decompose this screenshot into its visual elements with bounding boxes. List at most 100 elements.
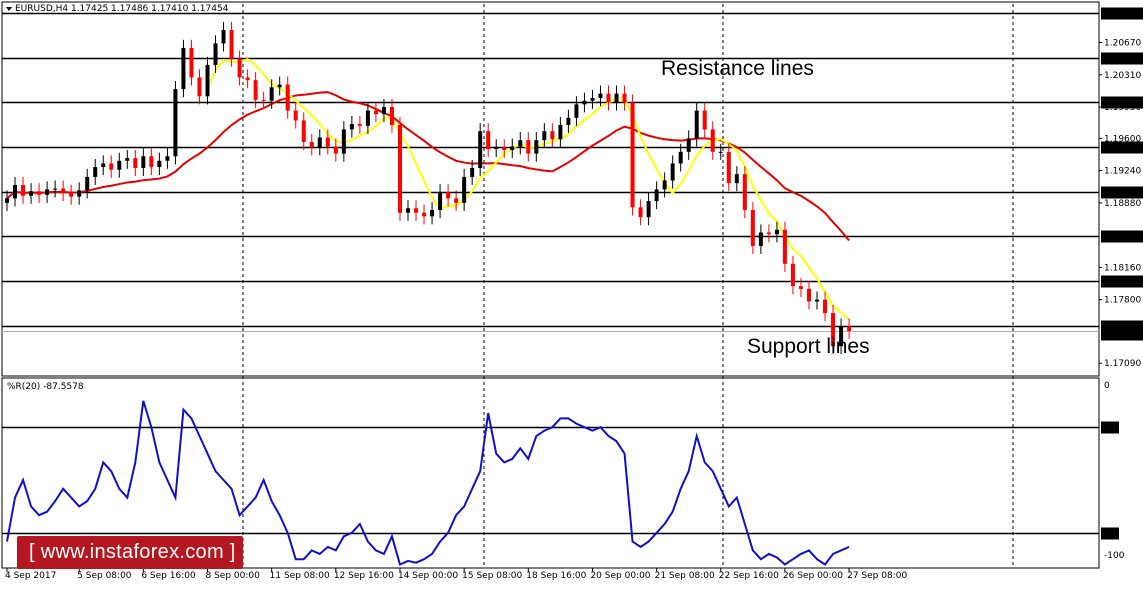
time-tick-label: 11 Sep 08:00 [270,571,330,581]
candle-body [93,167,98,177]
candle-body [758,232,763,246]
candle-body [670,163,675,181]
price-tick-label: 1.17090 [1104,359,1141,369]
indicator-level-label: -80 [1103,530,1118,540]
horizontal-levels[interactable]: 1.20998 1.20499 1.20003 1.19500 1.19005 1.185… [2,7,1143,342]
candle-body [397,124,402,213]
candle-body [462,176,467,203]
time-tick-label: 12 Sep 16:00 [334,571,394,581]
candle-body [253,80,258,100]
candle-body [807,288,811,302]
indicator-level-label: -20 [1103,424,1118,434]
level-label: 1.18007 [1103,278,1140,288]
candle-body [454,198,459,203]
candle-body [654,189,659,202]
candle-body [710,129,715,152]
price-axis: 1.20670 1.20310 1.19950 1.19600 1.19240 1.188… [1099,39,1141,369]
candle-body [734,174,739,184]
candle-body [213,43,218,65]
time-tick-label: 22 Sep 16:00 [719,571,779,581]
candle-body [229,29,234,59]
candle-body [21,184,26,196]
price-tick-label: 1.20670 [1104,39,1141,49]
candle-body [486,131,491,150]
time-tick-label: 27 Sep 08:00 [847,571,907,581]
candle-body [622,93,627,103]
vertical-grid [242,4,1014,568]
candle-body [29,191,34,196]
watermark-text: [ www.instaforex.com ] [29,541,236,563]
candle-body [606,93,611,103]
candle-body [77,190,82,197]
candle-body [718,151,723,153]
candle-body [165,156,170,161]
candles [5,21,852,355]
price-tick-label: 1.19600 [1104,134,1141,144]
candle-body [53,188,58,190]
candle-body [470,167,475,177]
watermark-logo[interactable]: [ www.instaforex.com ] [17,536,243,569]
triangle-down-icon[interactable] [6,7,12,11]
candle-body [141,156,146,168]
candle-body [245,77,250,81]
time-tick-label: 4 Sep 2017 [5,571,56,581]
symbol-header: EURUSD,H4 1.17425 1.17486 1.17410 1.1745… [15,4,229,14]
candle-body [790,263,795,287]
level-tag [1101,230,1143,243]
candle-body [550,131,555,140]
time-tick-label: 5 Sep 08:00 [77,571,132,581]
candle-body [823,299,828,314]
candle-body [181,47,186,90]
candle-body [269,87,274,101]
candle-body [317,137,322,148]
candle-body [285,84,290,111]
candle-body [686,138,691,152]
candle-body [357,124,362,126]
candle-body [590,98,595,101]
candle-body [133,158,138,168]
candle-body [365,110,370,126]
time-axis: 4 Sep 2017 5 Sep 08:00 6 Sep 16:00 8 Sep 00… [5,568,907,581]
candle-body [349,124,354,130]
candle-body [798,286,803,289]
candle-body [478,131,483,168]
candle-body [389,107,394,125]
time-tick-label: 18 Sep 16:00 [526,571,586,581]
time-tick-label: 20 Sep 00:00 [590,571,650,581]
candle-body [173,89,178,157]
time-tick-label: 6 Sep 16:00 [141,571,196,581]
price-pane[interactable] [1,1,1100,377]
candle-body [37,191,42,195]
candle-body [558,124,563,140]
candle-body [430,210,435,217]
price-tick-label: 1.18160 [1104,263,1141,273]
candle-body [189,47,194,78]
candle-body [125,158,130,161]
candle-body [702,110,707,130]
candle-body [646,201,651,218]
candle-body [381,107,386,115]
candle-body [301,120,306,142]
level-tag [1101,141,1143,154]
indicator-pane[interactable] [1,377,1100,569]
candle-body [5,198,9,203]
candle-body [782,229,787,264]
candle-body [69,193,74,197]
level-label: 1.20003 [1103,99,1140,109]
candle-body [518,140,523,147]
price-tick-label: 1.18880 [1104,199,1141,209]
candle-body [446,192,451,199]
candle-body [502,147,507,151]
candle-body [205,64,210,97]
level-label: 1.20998 [1103,10,1140,20]
indicator-title: %R(20) -87.5578 [7,382,84,392]
candle-body [117,160,122,170]
level-tag [1101,186,1143,199]
candle-body [815,299,820,302]
price-tick-label: 1.20310 [1104,71,1141,81]
candle-body [566,117,571,125]
indicator-layer: -20 -80 [2,400,1119,566]
williams-r-line [6,400,850,566]
